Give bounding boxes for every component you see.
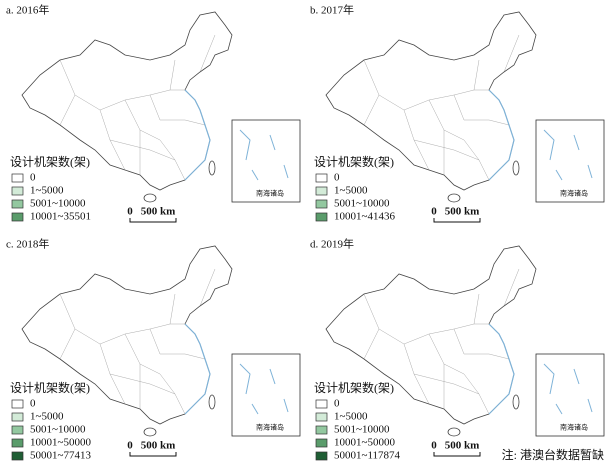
- scale-bar: [433, 218, 481, 223]
- china-map: [325, 11, 537, 203]
- inset-label: 南海诸岛: [256, 189, 284, 198]
- inset-label: 南海诸岛: [256, 423, 284, 432]
- scale-distance: 500 km: [445, 440, 480, 452]
- legend-label: 0: [30, 398, 36, 410]
- legend-label: 10001~50000: [334, 437, 395, 449]
- legend-swatch: [11, 212, 24, 222]
- note: 注: 港澳台数据暂缺: [502, 447, 604, 462]
- scale-zero: 0: [431, 440, 437, 452]
- legend-swatch: [315, 212, 328, 222]
- legend-label: 10001~35501: [30, 211, 91, 223]
- legend-swatch: [315, 412, 328, 422]
- map-panel: d. 2019年南海诸岛设计机架数(架)01~50005001~10000100…: [310, 237, 605, 462]
- legend-swatch: [11, 438, 24, 448]
- legend-swatch: [315, 199, 328, 209]
- legend-swatch: [11, 399, 24, 409]
- legend-label: 0: [30, 172, 36, 184]
- map-panel: a. 2016年南海诸岛设计机架数(架)01~50005001~10000100…: [6, 3, 301, 223]
- panel-label: d. 2019年: [310, 237, 354, 251]
- china-map: [21, 11, 233, 203]
- legend-swatch: [11, 186, 24, 196]
- legend-swatch: [11, 451, 24, 461]
- map-panel: c. 2018年南海诸岛设计机架数(架)01~50005001~10000100…: [6, 237, 301, 462]
- legend-title: 设计机架数(架): [10, 380, 90, 395]
- inset-islands: [543, 363, 593, 415]
- china-map: [325, 245, 537, 437]
- panel-label: b. 2017年: [310, 3, 354, 17]
- legend-swatch: [315, 451, 328, 461]
- scale-zero: 0: [431, 206, 437, 218]
- legend-swatch: [315, 186, 328, 196]
- legend-swatch: [315, 438, 328, 448]
- inset-label: 南海诸岛: [560, 423, 588, 432]
- inset-islands: [239, 129, 289, 181]
- scale-bar: [129, 452, 177, 457]
- legend-label: 1~5000: [30, 411, 64, 423]
- scale-distance: 500 km: [445, 206, 480, 218]
- legend-label: 50001~117874: [334, 450, 401, 462]
- scale-distance: 500 km: [141, 206, 176, 218]
- inset-islands: [239, 363, 289, 415]
- legend-label: 1~5000: [30, 185, 64, 197]
- legend-label: 5001~10000: [30, 198, 86, 210]
- legend-label: 1~5000: [334, 185, 368, 197]
- legend-swatch: [11, 199, 24, 209]
- scale-bar: [433, 452, 481, 457]
- legend-title: 设计机架数(架): [314, 154, 394, 169]
- legend-swatch: [11, 173, 24, 183]
- legend-label: 0: [334, 398, 340, 410]
- legend-label: 5001~10000: [334, 198, 390, 210]
- inset-label: 南海诸岛: [560, 189, 588, 198]
- scale-distance: 500 km: [141, 440, 176, 452]
- legend-title: 设计机架数(架): [314, 380, 394, 395]
- legend-swatch: [315, 399, 328, 409]
- map-panel: b. 2017年南海诸岛设计机架数(架)01~50005001~10000100…: [310, 3, 605, 223]
- legend-label: 10001~50000: [30, 437, 91, 449]
- legend-label: 10001~41436: [334, 211, 395, 223]
- legend-label: 50001~77413: [30, 450, 91, 462]
- china-map: [21, 245, 233, 437]
- legend-swatch: [315, 425, 328, 435]
- legend-label: 1~5000: [334, 411, 368, 423]
- inset-islands: [543, 129, 593, 181]
- legend-title: 设计机架数(架): [10, 154, 90, 169]
- legend-label: 5001~10000: [334, 424, 390, 436]
- panel-label: c. 2018年: [6, 237, 49, 251]
- legend-label: 0: [334, 172, 340, 184]
- legend-label: 5001~10000: [30, 424, 86, 436]
- legend-swatch: [11, 412, 24, 422]
- legend-swatch: [11, 425, 24, 435]
- legend-swatch: [315, 173, 328, 183]
- panel-label: a. 2016年: [6, 3, 49, 17]
- scale-zero: 0: [127, 440, 133, 452]
- scale-bar: [129, 218, 177, 223]
- scale-zero: 0: [127, 206, 133, 218]
